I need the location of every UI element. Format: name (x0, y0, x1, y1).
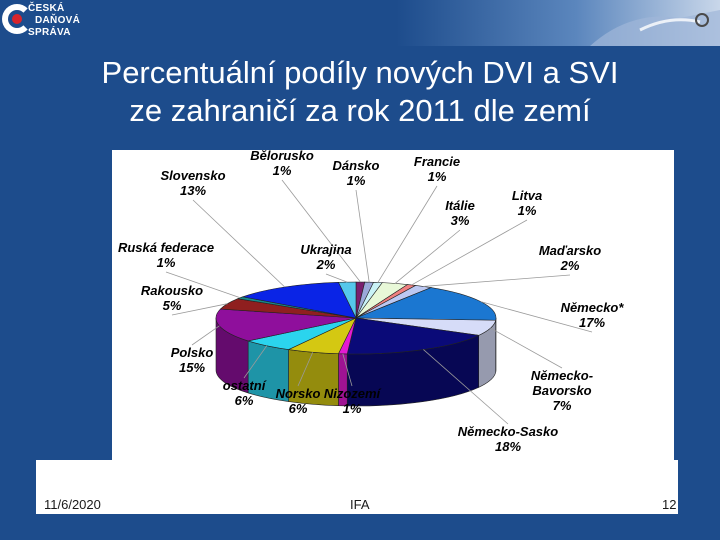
slice-value-0: 1% (273, 163, 292, 178)
pie-leader-lines (165, 179, 593, 425)
slice-value-15: 13% (180, 183, 206, 198)
slice-value-7: 7% (553, 398, 572, 413)
leader-line-1 (355, 189, 370, 283)
leader-line-8 (423, 349, 509, 425)
logo-line-2: DAŇOVÁ (35, 15, 81, 26)
slice-value-4: 1% (518, 203, 537, 218)
leader-line-16 (325, 273, 348, 283)
slice-value-5: 2% (560, 258, 580, 273)
header-decoration-icon (590, 10, 720, 46)
slide-title-line-1: Percentuální podíly nových DVI a SVI (101, 55, 619, 90)
leader-line-3 (394, 229, 461, 284)
slide-title: Percentuální podíly nových DVI a SVI ze … (0, 54, 720, 130)
slice-value-8: 18% (495, 439, 521, 454)
pie-top (215, 281, 497, 355)
slice-label-12: Polsko (171, 345, 214, 360)
slice-value-12: 15% (179, 360, 205, 375)
pie-slice-8 (346, 317, 480, 355)
leader-line-15 (192, 199, 286, 288)
leader-line-4 (411, 219, 528, 286)
slice-value-1: 1% (347, 173, 366, 188)
slice-value-13: 5% (163, 298, 182, 313)
slice-value-14: 1% (157, 255, 176, 270)
leader-line-2 (377, 185, 438, 283)
logo-dot-icon (12, 14, 22, 24)
slice-label-2: Francie (414, 154, 460, 169)
leader-line-7 (490, 327, 563, 369)
slice-value-16: 2% (316, 257, 336, 272)
logo-ring-icon (2, 4, 32, 34)
footer-area (36, 460, 678, 514)
slice-label-3: Itálie (445, 198, 475, 213)
slice-label-8: Německo-Sasko (458, 424, 558, 439)
ceska-danova-sprava-logo: ČESKÁ DAŇOVÁ SPRÁVA (2, 2, 122, 42)
slice-value-9: 1% (343, 401, 362, 416)
leader-line-14 (165, 271, 241, 299)
slice-label-9: Nizozemí (324, 386, 382, 401)
slide-title-line-2: ze zahraničí za rok 2011 dle zemí (129, 93, 591, 128)
pie-slice-6 (355, 287, 497, 321)
footer-page-number: 12 (662, 497, 677, 512)
slice-label-10: Norsko (276, 386, 321, 401)
slice-value-11: 6% (235, 393, 254, 408)
leader-line-0 (281, 179, 361, 283)
leader-line-5 (423, 274, 571, 287)
slice-value-3: 3% (451, 213, 470, 228)
slice-label-5: Maďarsko (539, 243, 601, 258)
pie-slice-15 (241, 281, 357, 319)
leader-line-13 (171, 303, 228, 316)
slice-label-1: Dánsko (333, 158, 380, 173)
slice-label-13: Rakousko (141, 283, 203, 298)
leader-line-6 (480, 301, 593, 333)
slice-value-10: 6% (289, 401, 308, 416)
slice-label-0: Bělorusko (250, 148, 314, 163)
logo-line-1: ČESKÁ (28, 3, 65, 14)
slice-label-6: Německo* (561, 300, 625, 315)
logo-line-3: SPRÁVA (28, 27, 71, 38)
header-bar: ČESKÁ DAŇOVÁ SPRÁVA (0, 0, 720, 46)
slice-label-7-0: Německo- (531, 368, 593, 383)
slice-value-6: 17% (579, 315, 605, 330)
leader-line-9 (342, 353, 353, 387)
footer-date: 11/6/2020 (44, 497, 101, 512)
slice-label-14: Ruská federace (118, 240, 214, 255)
leader-line-11 (243, 345, 268, 379)
slice-label-16: Ukrajina (300, 242, 351, 257)
leader-line-12 (191, 325, 220, 346)
slice-label-11: ostatní (223, 378, 267, 393)
leader-line-10 (297, 352, 314, 387)
slice-label-4: Litva (512, 188, 542, 203)
slice-label-15: Slovensko (160, 168, 225, 183)
slice-value-2: 1% (428, 169, 447, 184)
slice-label-7-1: Bavorsko (532, 383, 591, 398)
footer-center-text: IFA (350, 497, 370, 512)
